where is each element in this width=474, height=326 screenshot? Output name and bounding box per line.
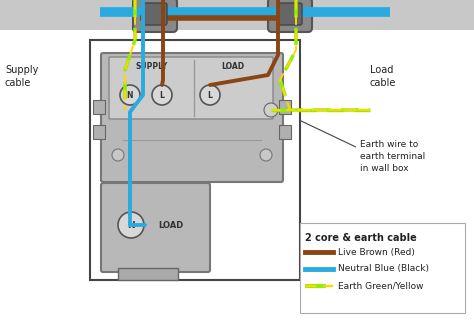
Text: SUPPLY: SUPPLY	[136, 62, 168, 71]
FancyBboxPatch shape	[268, 0, 312, 32]
Text: Load
cable: Load cable	[370, 65, 396, 88]
Circle shape	[152, 85, 172, 105]
Text: L: L	[160, 91, 164, 99]
Text: LOAD: LOAD	[221, 62, 245, 71]
Bar	[93, 100, 105, 114]
Bar	[300, 223, 465, 313]
FancyBboxPatch shape	[109, 57, 273, 119]
FancyBboxPatch shape	[133, 0, 177, 32]
Bar	[90, 40, 300, 280]
FancyBboxPatch shape	[278, 3, 302, 25]
FancyBboxPatch shape	[101, 53, 283, 182]
FancyBboxPatch shape	[143, 3, 167, 25]
Bar	[93, 125, 105, 139]
Circle shape	[264, 103, 278, 117]
Text: Earth wire to
earth terminal
in wall box: Earth wire to earth terminal in wall box	[360, 140, 425, 172]
Text: Neutral Blue (Black): Neutral Blue (Black)	[338, 264, 429, 274]
FancyBboxPatch shape	[101, 183, 210, 272]
Bar	[279, 100, 291, 114]
Bar	[0, 0, 474, 30]
Text: N: N	[127, 91, 133, 99]
Text: Earth Green/Yellow: Earth Green/Yellow	[338, 281, 423, 290]
Circle shape	[260, 149, 272, 161]
Circle shape	[200, 85, 220, 105]
Text: N: N	[127, 220, 135, 230]
Text: Live Brown (Red): Live Brown (Red)	[338, 247, 415, 257]
Bar	[279, 125, 291, 139]
Circle shape	[118, 212, 144, 238]
Circle shape	[120, 85, 140, 105]
Text: 2 core & earth cable: 2 core & earth cable	[305, 233, 417, 243]
Bar	[118, 268, 178, 280]
Text: LOAD: LOAD	[158, 220, 183, 230]
Text: L: L	[208, 91, 212, 99]
Text: Supply
cable: Supply cable	[5, 65, 38, 88]
Circle shape	[112, 149, 124, 161]
